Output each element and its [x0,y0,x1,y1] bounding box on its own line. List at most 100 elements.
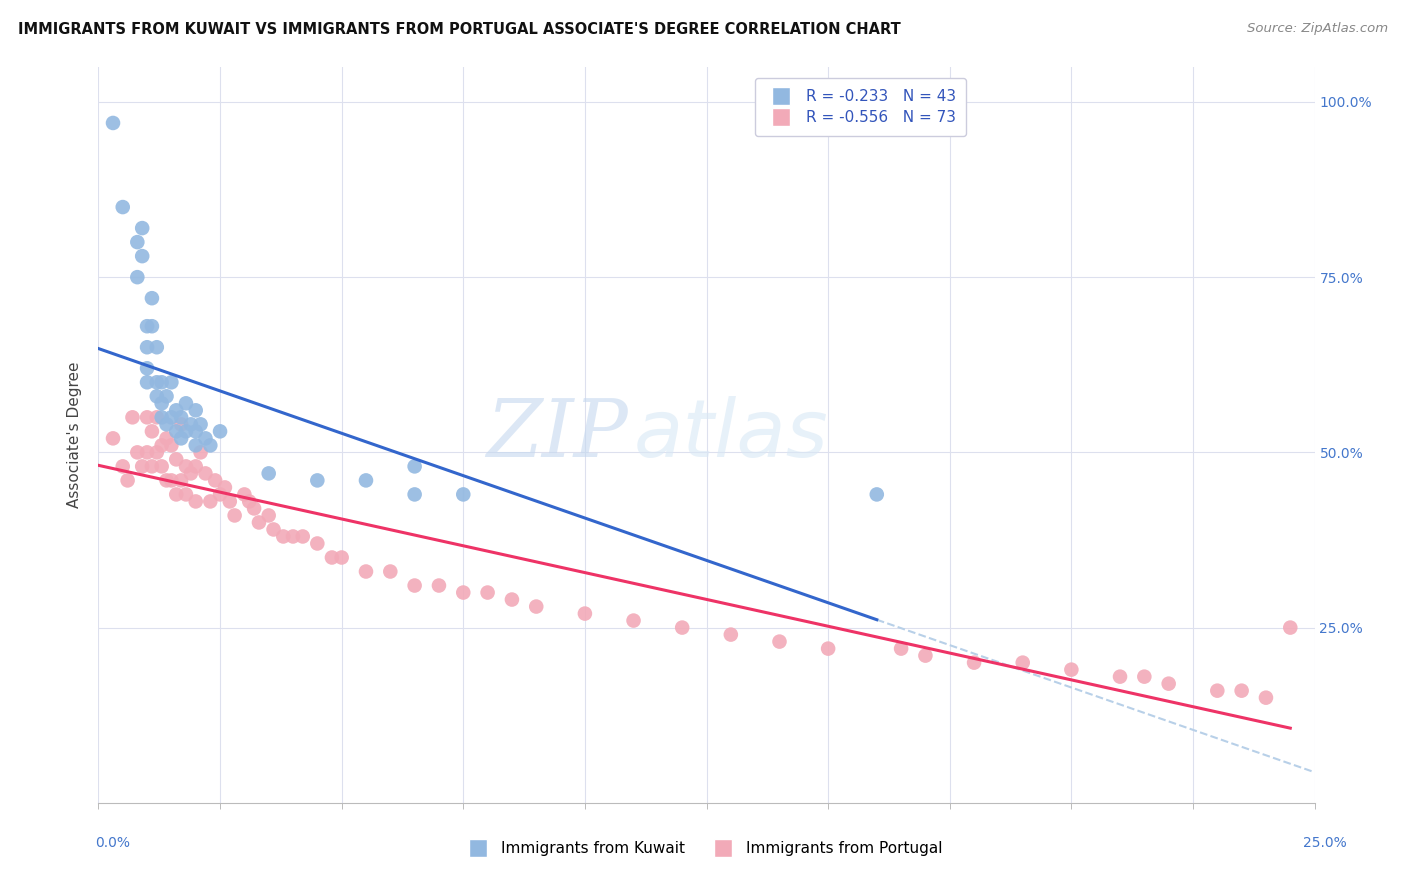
Point [136,319,159,334]
Point [214,480,236,494]
Point [136,376,159,390]
Point [218,494,240,508]
Point [194,431,217,445]
Point [1157,676,1180,690]
Point [890,641,912,656]
Point [180,467,202,481]
Point [281,529,304,543]
Point [184,438,207,452]
Point [160,376,183,390]
Point [131,459,153,474]
Text: IMMIGRANTS FROM KUWAIT VS IMMIGRANTS FROM PORTUGAL ASSOCIATE'S DEGREE CORRELATIO: IMMIGRANTS FROM KUWAIT VS IMMIGRANTS FRO… [18,22,901,37]
Point [1279,621,1302,635]
Point [243,501,266,516]
Point [768,634,790,648]
Point [307,536,329,550]
Point [1011,656,1033,670]
Point [170,474,193,488]
Point [321,550,343,565]
Point [150,376,173,390]
Point [184,403,207,417]
Text: ZIP: ZIP [485,396,627,474]
Point [307,474,329,488]
Point [117,474,139,488]
Point [141,425,163,439]
Point [121,410,143,425]
Point [404,578,426,592]
Point [291,529,314,543]
Point [184,494,207,508]
Legend: R = -0.233   N = 43, R = -0.556   N = 73: R = -0.233 N = 43, R = -0.556 N = 73 [755,78,966,136]
Point [330,550,353,565]
Text: atlas: atlas [634,396,828,474]
Point [150,410,173,425]
Legend: Immigrants from Kuwait, Immigrants from Portugal: Immigrants from Kuwait, Immigrants from … [457,835,949,862]
Point [224,508,246,523]
Point [111,200,134,214]
Point [155,431,177,445]
Point [427,578,450,592]
Point [150,459,173,474]
Point [380,565,402,579]
Point [165,452,187,467]
Point [184,425,207,439]
Point [136,361,159,376]
Point [160,474,183,488]
Point [1060,663,1083,677]
Point [136,340,159,354]
Point [238,494,260,508]
Point [914,648,936,663]
Point [101,116,124,130]
Point [501,592,523,607]
Point [141,319,163,334]
Point [1133,670,1156,684]
Point [404,487,426,501]
Point [155,389,177,403]
Point [146,410,169,425]
Point [963,656,986,670]
Point [200,438,222,452]
Point [233,487,256,501]
Point [150,396,173,410]
Point [190,445,212,459]
Point [155,474,177,488]
Point [866,487,889,501]
Point [174,459,197,474]
Point [131,221,153,235]
Point [160,410,183,425]
Point [263,523,285,537]
Point [170,431,193,445]
Point [271,529,294,543]
Point [170,417,193,432]
Point [247,516,270,530]
Point [477,585,499,599]
Text: 25.0%: 25.0% [1303,836,1347,850]
Point [453,487,475,501]
Point [155,417,177,432]
Point [354,565,377,579]
Point [160,438,183,452]
Point [141,459,163,474]
Point [146,340,169,354]
Point [111,459,134,474]
Text: 0.0%: 0.0% [96,836,131,850]
Point [131,249,153,263]
Point [524,599,547,614]
Point [174,425,197,439]
Point [194,467,217,481]
Point [141,291,163,305]
Point [136,410,159,425]
Text: Source: ZipAtlas.com: Source: ZipAtlas.com [1247,22,1388,36]
Point [671,621,693,635]
Point [127,445,149,459]
Point [1254,690,1277,705]
Point [817,641,839,656]
Point [404,459,426,474]
Point [720,627,742,641]
Point [1109,670,1132,684]
Point [204,474,226,488]
Y-axis label: Associate's Degree: Associate's Degree [67,361,83,508]
Point [165,425,187,439]
Point [1230,683,1253,698]
Point [165,403,187,417]
